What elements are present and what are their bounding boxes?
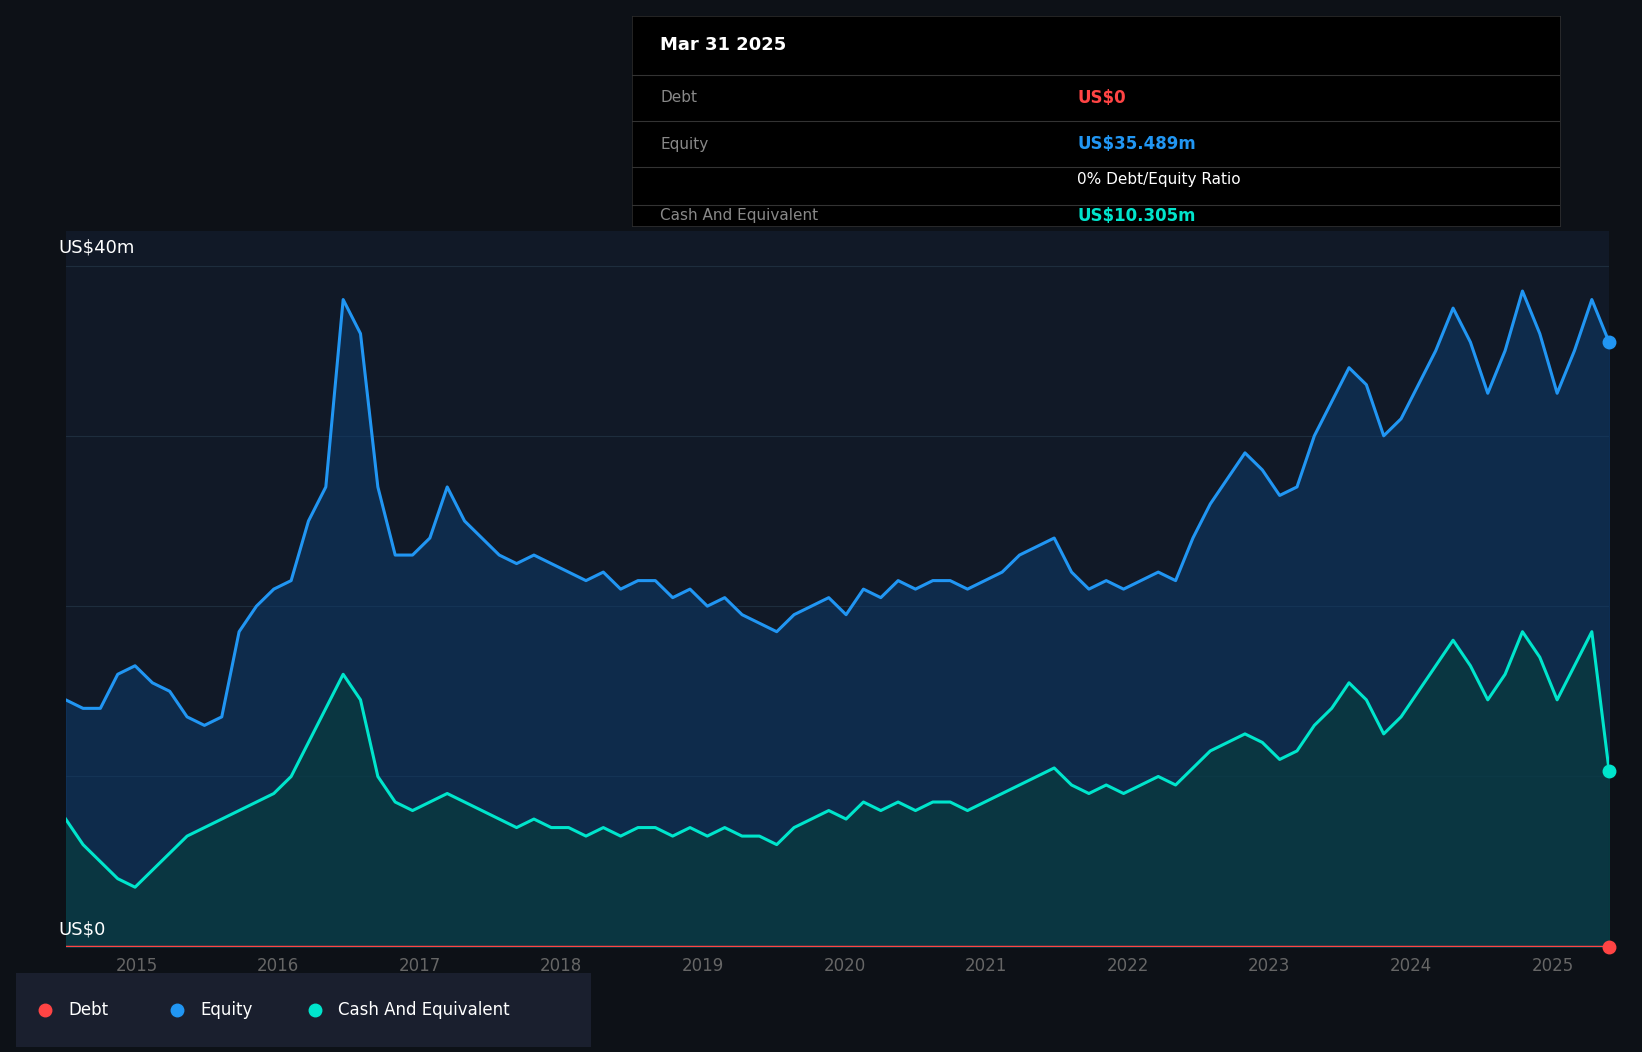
Text: Equity: Equity (200, 1000, 253, 1019)
Text: Cash And Equivalent: Cash And Equivalent (660, 208, 818, 223)
Text: US$0: US$0 (1077, 88, 1126, 107)
Text: Cash And Equivalent: Cash And Equivalent (338, 1000, 511, 1019)
Text: US$40m: US$40m (59, 239, 135, 257)
Text: Mar 31 2025: Mar 31 2025 (660, 36, 787, 55)
Text: 0% Debt/Equity Ratio: 0% Debt/Equity Ratio (1077, 173, 1241, 187)
Text: US$35.489m: US$35.489m (1077, 135, 1197, 154)
Text: Debt: Debt (67, 1000, 108, 1019)
Text: Equity: Equity (660, 137, 708, 151)
Text: US$0: US$0 (59, 920, 107, 938)
Text: Debt: Debt (660, 90, 696, 105)
Text: US$10.305m: US$10.305m (1077, 206, 1195, 225)
